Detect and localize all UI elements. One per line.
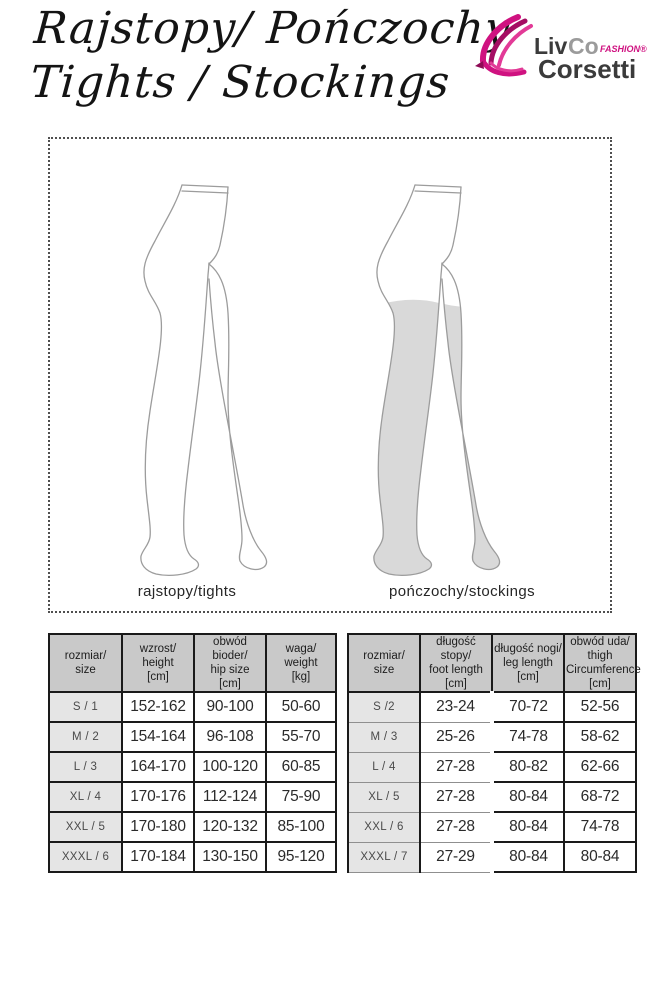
stockings-figure [373, 184, 501, 576]
table-row: M / 2 154-164 96-108 55-70 [48, 721, 337, 754]
value-cell: 80-84 [563, 841, 637, 874]
table-row: L / 4 27-28 80-82 62-66 [347, 751, 637, 784]
value-cell: 96-108 [193, 721, 267, 754]
page-title-line1: Rajstopy/ Pończochy [32, 3, 513, 54]
value-cell: 50-60 [265, 691, 337, 724]
size-cell: XL / 5 [347, 781, 421, 813]
size-cell: L / 3 [48, 751, 123, 784]
value-cell: 170-176 [121, 781, 195, 814]
column-header: obwód bioder/hip size [cm] [193, 632, 267, 694]
column-header: obwód uda/thigh Circumference [cm] [563, 632, 641, 694]
value-cell: 90-100 [193, 691, 267, 724]
brand-fashion: FASHION® [600, 44, 647, 54]
value-cell: 80-84 [492, 781, 565, 814]
value-cell: 58-62 [563, 721, 637, 754]
size-cell: XXL / 6 [347, 811, 421, 843]
page-title: Rajstopy/ Pończochy Tights / Stockings [28, 2, 513, 109]
page-title-line2: Tights / Stockings [28, 56, 452, 108]
table-row: XL / 5 27-28 80-84 68-72 [347, 781, 637, 814]
diagram-box: rajstopy/tights pończochy/stockings [48, 137, 612, 613]
column-header: waga/weight [kg] [265, 632, 337, 694]
value-cell: 120-132 [193, 811, 267, 844]
value-cell: 27-29 [419, 841, 494, 873]
table-row: XXXL / 6 170-184 130-150 95-120 [48, 841, 337, 874]
table-row: XXL / 5 170-180 120-132 85-100 [48, 811, 337, 844]
value-cell: 74-78 [492, 721, 565, 754]
stockings-size-table: rozmiar/size długość stopy/foot length [cm… [347, 632, 641, 874]
table-row: XL / 4 170-176 112-124 75-90 [48, 781, 337, 814]
value-cell: 27-28 [419, 781, 494, 813]
table-row: M / 3 25-26 74-78 58-62 [347, 721, 637, 754]
value-cell: 152-162 [121, 691, 195, 724]
value-cell: 130-150 [193, 841, 267, 874]
value-cell: 80-84 [492, 811, 565, 844]
value-cell: 170-180 [121, 811, 195, 844]
value-cell: 62-66 [563, 751, 637, 784]
tights-figure [140, 184, 268, 576]
size-cell: S / 1 [48, 691, 123, 724]
value-cell: 170-184 [121, 841, 195, 874]
column-header: rozmiar/size [347, 632, 421, 694]
table-row: XXXL / 7 27-29 80-84 80-84 [347, 841, 637, 874]
size-cell: XXXL / 7 [347, 841, 421, 873]
size-cell: XXL / 5 [48, 811, 123, 844]
size-cell: M / 3 [347, 721, 421, 753]
value-cell: 164-170 [121, 751, 195, 784]
value-cell: 74-78 [563, 811, 637, 844]
value-cell: 68-72 [563, 781, 637, 814]
value-cell: 154-164 [121, 721, 195, 754]
table-row: S / 1 152-162 90-100 50-60 [48, 691, 337, 724]
value-cell: 85-100 [265, 811, 337, 844]
value-cell: 100-120 [193, 751, 267, 784]
value-cell: 25-26 [419, 721, 494, 753]
table-row: S /2 23-24 70-72 52-56 [347, 691, 637, 724]
livco-corsetti-logo: Liv Co FASHION® Corsetti [475, 14, 647, 84]
column-header: długość nogi/leg length [cm] [491, 632, 565, 694]
value-cell: 95-120 [265, 841, 337, 874]
value-cell: 80-82 [492, 751, 565, 784]
brand-corsetti: Corsetti [538, 54, 636, 84]
column-header: wzrost/height [cm] [121, 632, 195, 694]
brand-liv: Liv [534, 33, 567, 59]
value-cell: 52-56 [563, 691, 637, 724]
size-cell: XXXL / 6 [48, 841, 123, 874]
column-header: długość stopy/foot length [cm] [419, 632, 493, 694]
value-cell: 112-124 [193, 781, 267, 814]
header-row: rozmiar/size wzrost/height [cm] obwód biode… [48, 632, 337, 694]
value-cell: 27-28 [419, 751, 494, 783]
ribbon-swirl-icon [475, 14, 533, 77]
tights-size-table: rozmiar/size wzrost/height [cm] obwód biode… [48, 632, 337, 874]
table-row: L / 3 164-170 100-120 60-85 [48, 751, 337, 784]
value-cell: 70-72 [492, 691, 565, 724]
size-cell: M / 2 [48, 721, 123, 754]
size-cell: XL / 4 [48, 781, 123, 814]
stockings-figure-label: pończochy/stockings [388, 583, 535, 600]
value-cell: 27-28 [419, 811, 494, 843]
size-cell: S /2 [347, 691, 421, 723]
column-header: rozmiar/size [48, 632, 123, 694]
table-row: XXL / 6 27-28 80-84 74-78 [347, 811, 637, 844]
value-cell: 23-24 [419, 691, 494, 723]
stocking-fill [373, 299, 500, 576]
value-cell: 60-85 [265, 751, 337, 784]
value-cell: 80-84 [492, 841, 565, 874]
value-cell: 75-90 [265, 781, 337, 814]
size-cell: L / 4 [347, 751, 421, 783]
header-row: rozmiar/size długość stopy/foot length [cm… [347, 632, 641, 694]
value-cell: 55-70 [265, 721, 337, 754]
tights-figure-label: rajstopy/tights [137, 583, 237, 600]
brand-co: Co [568, 33, 599, 59]
